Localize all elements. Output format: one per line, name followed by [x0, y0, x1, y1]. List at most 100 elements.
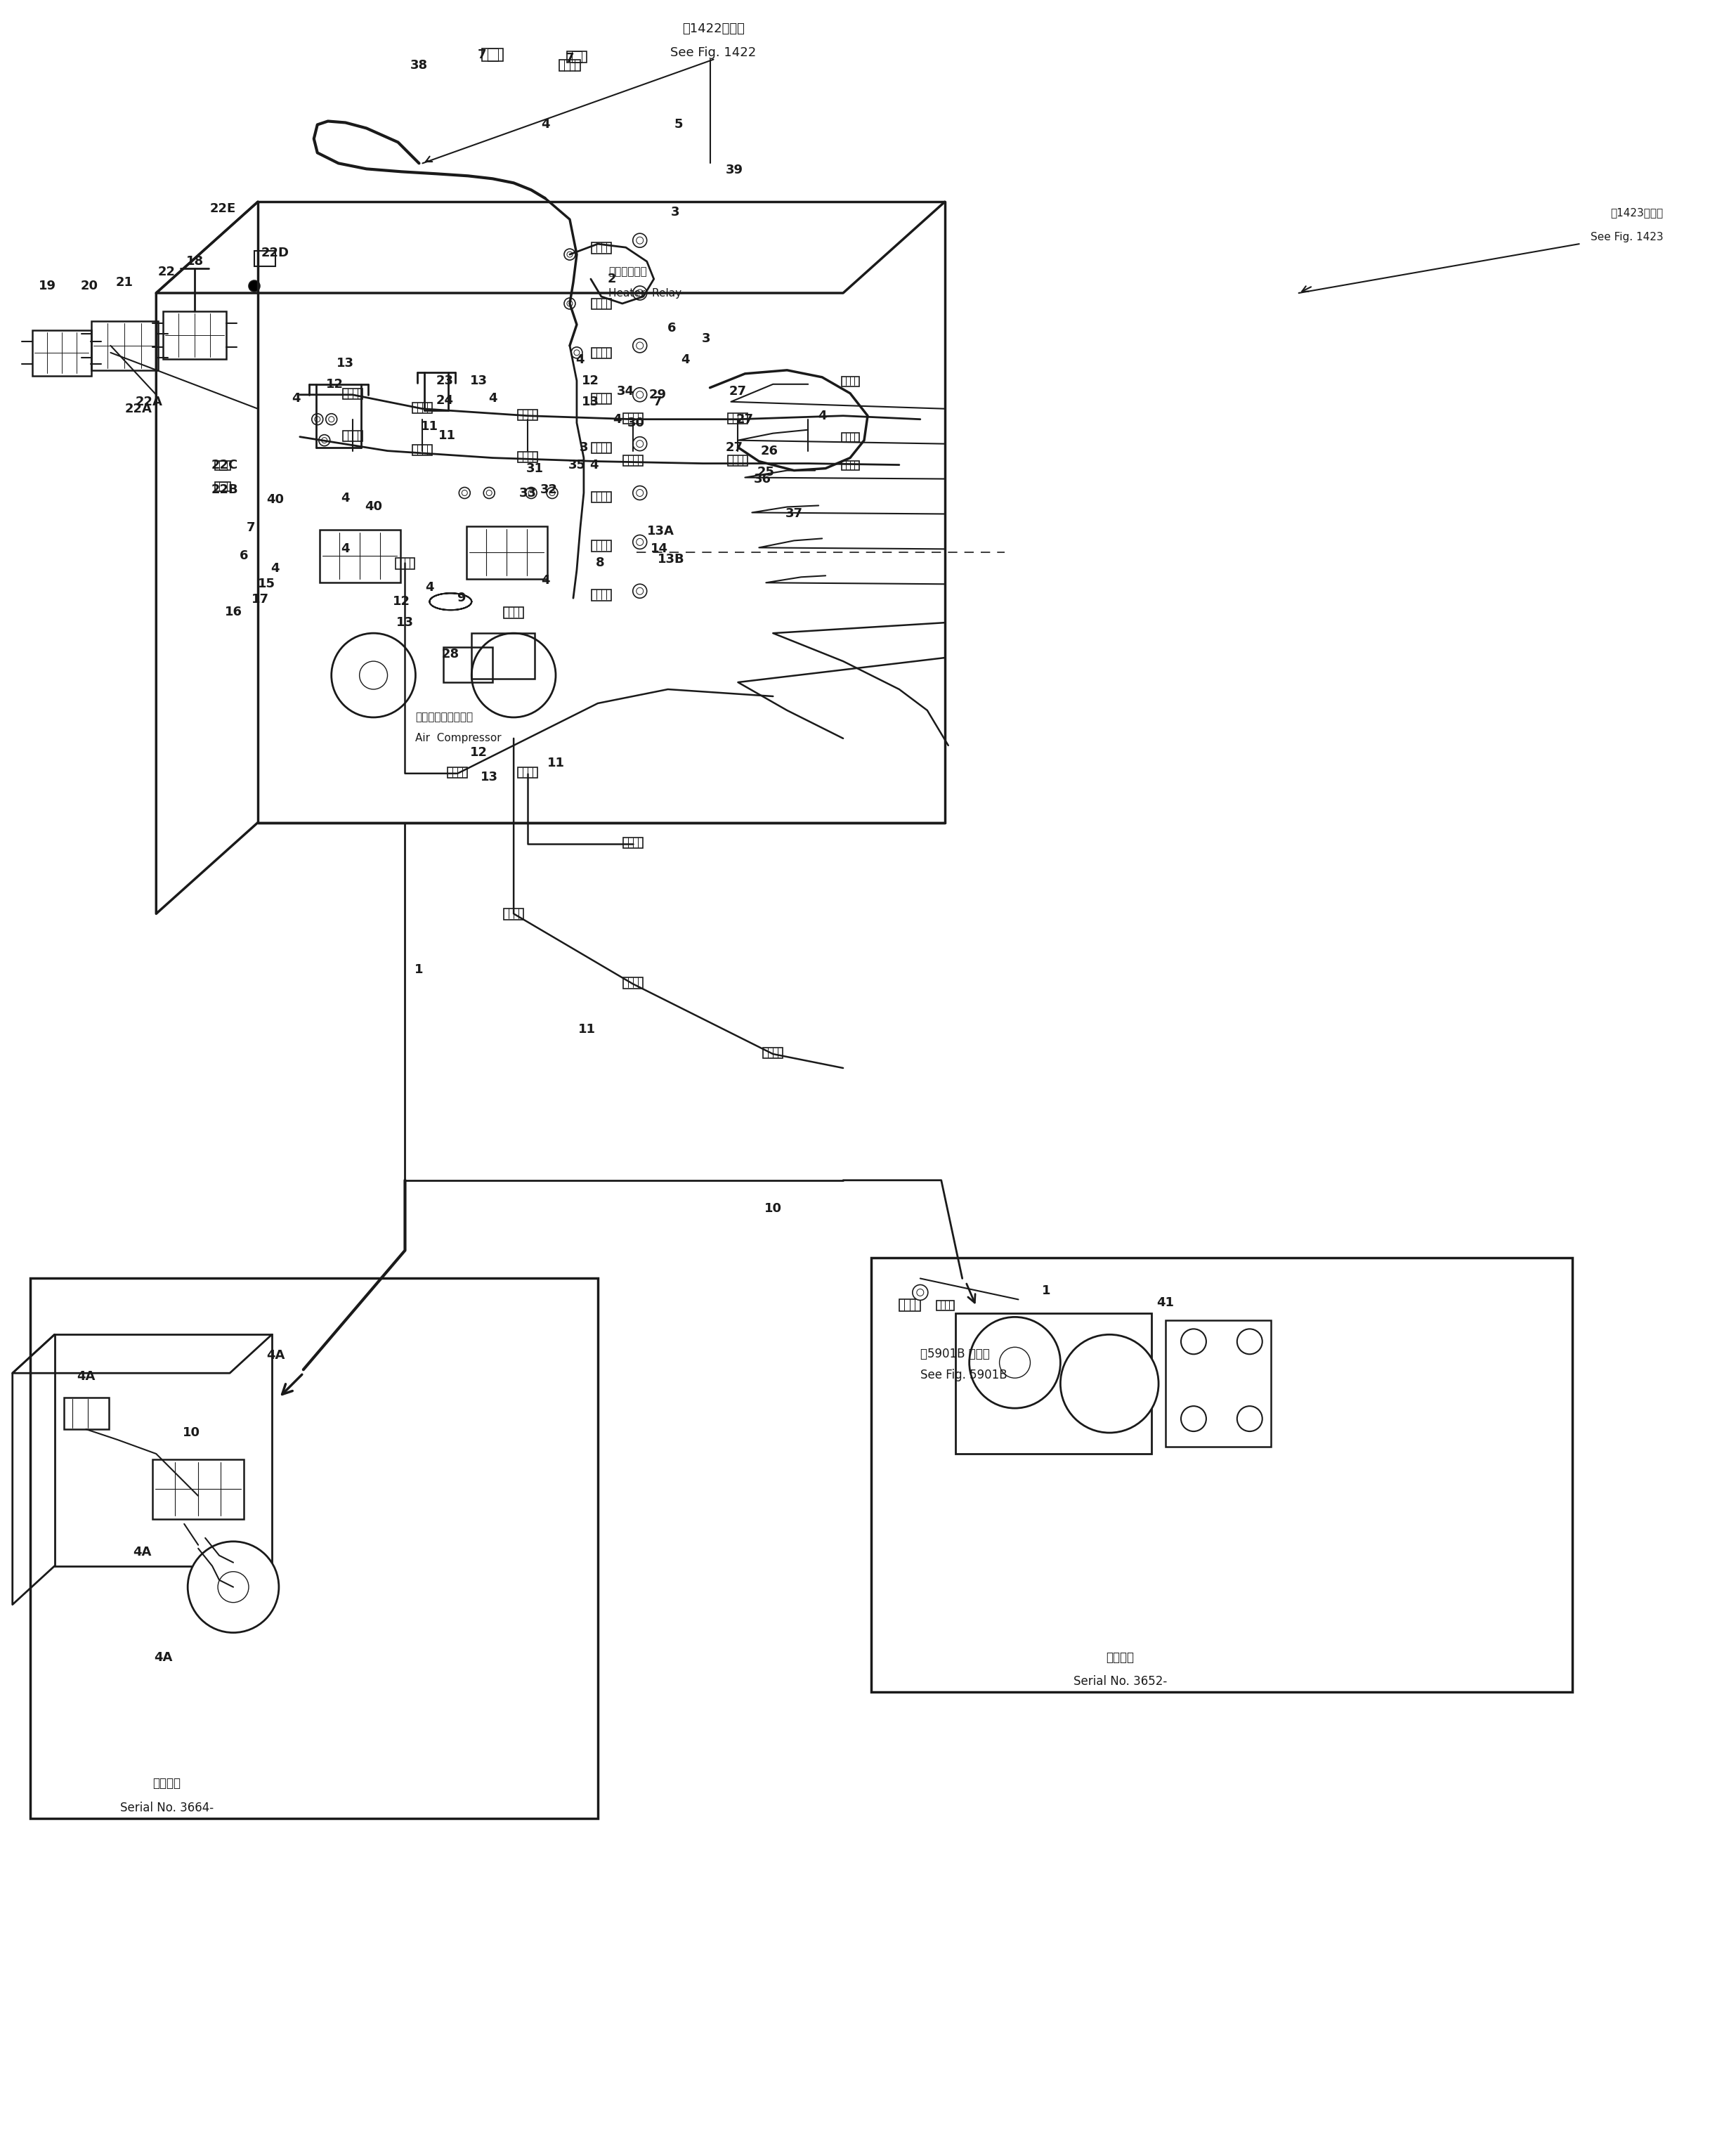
- Bar: [503, 608, 524, 618]
- Text: 22D: 22D: [262, 246, 290, 259]
- Text: 4: 4: [818, 409, 826, 422]
- Text: 41: 41: [1156, 1297, 1174, 1310]
- Text: 12: 12: [582, 375, 599, 388]
- Text: 4: 4: [340, 491, 351, 504]
- Ellipse shape: [319, 435, 330, 446]
- Bar: [92, 321, 158, 371]
- Text: エアーコンプレッサ: エアーコンプレッサ: [415, 711, 474, 722]
- Ellipse shape: [564, 248, 575, 261]
- Text: 6: 6: [240, 550, 248, 562]
- Bar: [342, 388, 363, 399]
- Text: 12: 12: [470, 746, 488, 759]
- Ellipse shape: [359, 662, 387, 690]
- Ellipse shape: [326, 414, 337, 425]
- Bar: [727, 455, 748, 465]
- Text: 22A: 22A: [125, 403, 153, 416]
- Text: Air  Compressor: Air Compressor: [415, 733, 502, 743]
- Text: 30: 30: [627, 416, 646, 429]
- Bar: [30, 1278, 597, 1819]
- Ellipse shape: [637, 392, 644, 399]
- Ellipse shape: [634, 485, 648, 500]
- Text: 第1422図参照: 第1422図参照: [682, 22, 745, 34]
- Ellipse shape: [1000, 1347, 1029, 1377]
- Text: 16: 16: [224, 606, 241, 618]
- Ellipse shape: [917, 1289, 924, 1295]
- Text: 24: 24: [436, 394, 453, 407]
- Text: 32: 32: [540, 483, 557, 496]
- Bar: [623, 455, 642, 465]
- Bar: [413, 444, 432, 455]
- Ellipse shape: [547, 487, 557, 498]
- Ellipse shape: [564, 297, 575, 308]
- Text: See Fig. 5901B: See Fig. 5901B: [920, 1368, 1007, 1381]
- Bar: [483, 47, 503, 60]
- Ellipse shape: [969, 1317, 1061, 1407]
- Ellipse shape: [472, 634, 556, 718]
- Ellipse shape: [187, 1541, 279, 1633]
- Text: 22C: 22C: [212, 459, 238, 472]
- Ellipse shape: [1238, 1405, 1262, 1431]
- Ellipse shape: [634, 338, 648, 353]
- Text: 27: 27: [736, 414, 753, 425]
- Text: 適用号機: 適用号機: [153, 1778, 181, 1791]
- Ellipse shape: [637, 289, 644, 297]
- Text: 13B: 13B: [658, 554, 686, 567]
- Text: 4: 4: [488, 392, 496, 405]
- Ellipse shape: [634, 388, 648, 401]
- Text: 4: 4: [271, 562, 279, 575]
- Text: 22E: 22E: [210, 203, 236, 216]
- Text: 35: 35: [568, 459, 585, 472]
- Text: 25: 25: [757, 465, 774, 478]
- Bar: [727, 414, 748, 425]
- Text: 18: 18: [186, 254, 203, 267]
- Bar: [342, 431, 363, 442]
- Text: 4: 4: [542, 573, 550, 586]
- Text: 11: 11: [420, 420, 437, 433]
- Ellipse shape: [637, 237, 644, 244]
- Bar: [64, 1399, 109, 1429]
- Text: See Fig. 1423: See Fig. 1423: [1590, 231, 1663, 241]
- Ellipse shape: [526, 487, 536, 498]
- Text: See Fig. 1422: See Fig. 1422: [670, 45, 757, 58]
- Text: 7: 7: [653, 394, 661, 407]
- Bar: [219, 483, 227, 491]
- Bar: [842, 377, 859, 386]
- Bar: [517, 767, 538, 778]
- Text: 3: 3: [670, 207, 679, 218]
- Text: 36: 36: [753, 472, 771, 485]
- Text: 11: 11: [437, 429, 457, 442]
- Bar: [54, 1334, 273, 1567]
- Text: 40: 40: [365, 500, 382, 513]
- Bar: [517, 453, 538, 463]
- Bar: [592, 541, 611, 552]
- Text: 13: 13: [481, 771, 498, 782]
- Bar: [215, 483, 231, 491]
- Text: 14: 14: [651, 543, 668, 556]
- Text: 22B: 22B: [212, 483, 238, 496]
- Text: 13A: 13A: [648, 526, 675, 539]
- Text: 5: 5: [674, 119, 682, 131]
- Ellipse shape: [528, 489, 535, 496]
- Text: 7: 7: [566, 52, 575, 65]
- Ellipse shape: [1238, 1330, 1262, 1353]
- Bar: [413, 403, 432, 414]
- Ellipse shape: [571, 347, 582, 358]
- Ellipse shape: [1180, 1330, 1207, 1353]
- Ellipse shape: [312, 414, 323, 425]
- Text: 4: 4: [613, 414, 621, 425]
- Text: 15: 15: [259, 578, 276, 590]
- Text: Serial No. 3664-: Serial No. 3664-: [120, 1802, 214, 1815]
- Bar: [472, 634, 535, 679]
- Bar: [517, 409, 538, 420]
- Bar: [842, 461, 859, 470]
- Ellipse shape: [634, 534, 648, 550]
- Bar: [467, 526, 547, 580]
- Ellipse shape: [484, 487, 495, 498]
- Text: 13: 13: [337, 358, 354, 369]
- Bar: [871, 1256, 1573, 1692]
- Text: 12: 12: [392, 595, 410, 608]
- Text: 4A: 4A: [155, 1651, 172, 1664]
- Ellipse shape: [549, 489, 556, 496]
- Bar: [592, 590, 611, 601]
- Ellipse shape: [568, 302, 573, 306]
